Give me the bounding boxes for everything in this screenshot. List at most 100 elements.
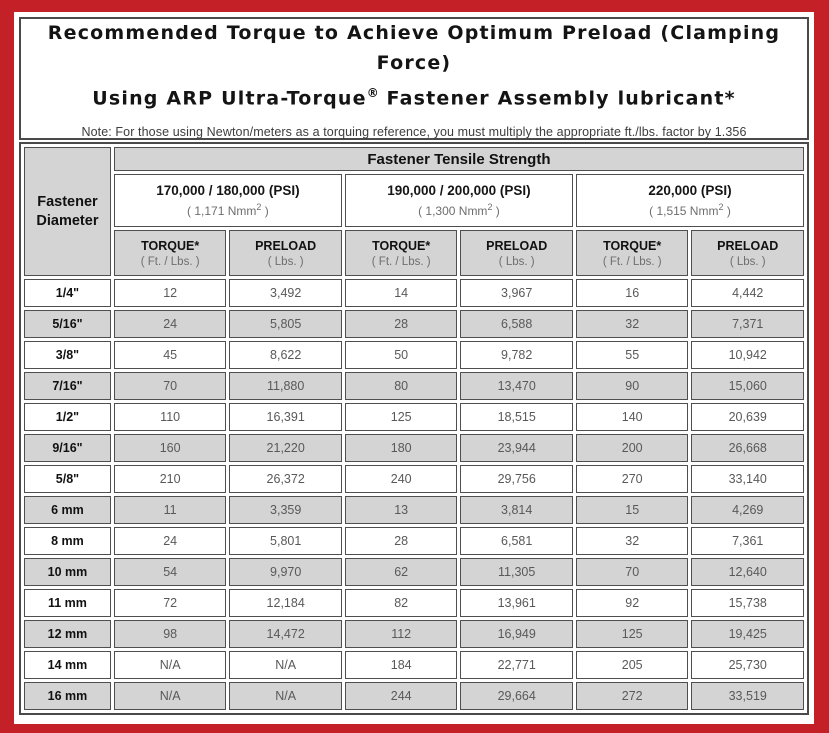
value-cell: 13,961 bbox=[460, 589, 573, 617]
torque-column-header: TORQUE* ( Ft. / Lbs. ) bbox=[113, 230, 227, 276]
value-cell: 4,442 bbox=[691, 279, 804, 307]
nmm-superscript: 2 bbox=[487, 202, 493, 212]
value-cell: N/A bbox=[229, 682, 342, 710]
torque-column-header: TORQUE* ( Ft. / Lbs. ) bbox=[344, 230, 458, 276]
value-cell: 23,944 bbox=[460, 434, 573, 462]
nmm-suffix: ) bbox=[723, 204, 731, 218]
fastener-diameter-cell: 14 mm bbox=[24, 651, 111, 679]
value-cell: 160 bbox=[113, 434, 227, 462]
fastener-diameter-cell: 8 mm bbox=[24, 527, 111, 555]
value-cell: 240 bbox=[344, 465, 458, 493]
value-cell: 244 bbox=[344, 682, 458, 710]
table-header: Fastener Diameter Fastener Tensile Stren… bbox=[24, 147, 804, 276]
nmm-prefix: ( 1,515 Nmm bbox=[649, 204, 719, 218]
fastener-diameter-cell: 16 mm bbox=[24, 682, 111, 710]
value-cell: 11,305 bbox=[460, 558, 573, 586]
value-cell: 7,371 bbox=[691, 310, 804, 338]
preload-units: ( Lbs. ) bbox=[498, 255, 535, 268]
value-cell: 98 bbox=[113, 620, 227, 648]
torque-column-header: TORQUE* ( Ft. / Lbs. ) bbox=[575, 230, 689, 276]
value-cell: 16,391 bbox=[229, 403, 342, 431]
value-cell: 10,942 bbox=[691, 341, 804, 369]
table-row: 10 mm 54 9,970 62 11,305 70 12,640 bbox=[24, 558, 804, 586]
preload-units: ( Lbs. ) bbox=[729, 255, 766, 268]
torque-table: Fastener Diameter Fastener Tensile Stren… bbox=[19, 142, 809, 715]
preload-label: PRELOAD bbox=[255, 238, 317, 253]
nmm-label: ( 1,171 Nmm2 ) bbox=[115, 202, 341, 218]
nmm-prefix: ( 1,171 Nmm bbox=[187, 204, 257, 218]
nmm-suffix: ) bbox=[261, 204, 269, 218]
nmm-prefix: ( 1,300 Nmm bbox=[418, 204, 488, 218]
table-row: 5/16" 24 5,805 28 6,588 32 7,371 bbox=[24, 310, 804, 338]
value-cell: 3,359 bbox=[229, 496, 342, 524]
value-cell: 22,771 bbox=[460, 651, 573, 679]
psi-label: 190,000 / 200,000 (PSI) bbox=[387, 183, 531, 198]
value-cell: 92 bbox=[575, 589, 689, 617]
value-cell: 20,639 bbox=[691, 403, 804, 431]
value-cell: 6,588 bbox=[460, 310, 573, 338]
value-cell: 26,372 bbox=[229, 465, 342, 493]
table-row: 5/8" 210 26,372 240 29,756 270 33,140 bbox=[24, 465, 804, 493]
table-row: 3/8" 45 8,622 50 9,782 55 10,942 bbox=[24, 341, 804, 369]
table-row: 1/4" 12 3,492 14 3,967 16 4,442 bbox=[24, 279, 804, 307]
content-panel: Recommended Torque to Achieve Optimum Pr… bbox=[14, 12, 814, 724]
title-line1: Recommended Torque to Achieve Optimum Pr… bbox=[47, 22, 781, 75]
value-cell: 3,492 bbox=[229, 279, 342, 307]
title-line2-end: Fastener Assembly lubricant* bbox=[378, 87, 736, 110]
torque-label: TORQUE* bbox=[372, 238, 431, 253]
fastener-diameter-cell: 6 mm bbox=[24, 496, 111, 524]
value-cell: 13,470 bbox=[460, 372, 573, 400]
value-cell: 32 bbox=[575, 527, 689, 555]
tensile-strength-row: Fastener Diameter Fastener Tensile Stren… bbox=[24, 147, 804, 276]
value-cell: 11 bbox=[113, 496, 227, 524]
value-cell: 45 bbox=[113, 341, 227, 369]
value-cell: 125 bbox=[575, 620, 689, 648]
table-row: 14 mm N/A N/A 184 22,771 205 25,730 bbox=[24, 651, 804, 679]
value-cell: 62 bbox=[344, 558, 458, 586]
preload-column-header: PRELOAD ( Lbs. ) bbox=[229, 230, 342, 276]
fastener-diameter-cell: 11 mm bbox=[24, 589, 111, 617]
value-cell: 26,668 bbox=[691, 434, 804, 462]
value-cell: 9,782 bbox=[460, 341, 573, 369]
value-cell: 16 bbox=[575, 279, 689, 307]
table-row: 16 mm N/A N/A 244 29,664 272 33,519 bbox=[24, 682, 804, 710]
value-cell: 33,140 bbox=[691, 465, 804, 493]
units-header-row: TORQUE* ( Ft. / Lbs. ) PRELOAD ( Lbs. ) … bbox=[24, 230, 804, 276]
torque-label: TORQUE* bbox=[603, 238, 662, 253]
value-cell: 29,664 bbox=[460, 682, 573, 710]
value-cell: 25,730 bbox=[691, 651, 804, 679]
value-cell: 12,184 bbox=[229, 589, 342, 617]
value-cell: 16,949 bbox=[460, 620, 573, 648]
value-cell: 3,967 bbox=[460, 279, 573, 307]
fastener-diameter-cell: 1/2" bbox=[24, 403, 111, 431]
value-cell: 11,880 bbox=[229, 372, 342, 400]
value-cell: 9,970 bbox=[229, 558, 342, 586]
psi-header-row: 170,000 / 180,000 (PSI) ( 1,171 Nmm2 ) 1… bbox=[24, 174, 804, 227]
value-cell: 80 bbox=[344, 372, 458, 400]
psi-group-220: 220,000 (PSI) ( 1,515 Nmm2 ) bbox=[575, 174, 804, 227]
preload-column-header: PRELOAD ( Lbs. ) bbox=[460, 230, 573, 276]
fastener-diameter-cell: 5/8" bbox=[24, 465, 111, 493]
preload-label: PRELOAD bbox=[717, 238, 779, 253]
value-cell: 110 bbox=[113, 403, 227, 431]
preload-units: ( Lbs. ) bbox=[267, 255, 304, 268]
psi-group-190: 190,000 / 200,000 (PSI) ( 1,300 Nmm2 ) bbox=[344, 174, 573, 227]
fastener-diameter-cell: 5/16" bbox=[24, 310, 111, 338]
value-cell: 272 bbox=[575, 682, 689, 710]
table-row: 7/16" 70 11,880 80 13,470 90 15,060 bbox=[24, 372, 804, 400]
title-line2: Using ARP Ultra-Torque bbox=[92, 87, 367, 110]
psi-group-170: 170,000 / 180,000 (PSI) ( 1,171 Nmm2 ) bbox=[113, 174, 342, 227]
table-body: 1/4" 12 3,492 14 3,967 16 4,442 5/16" 24 5,805 28 6… bbox=[24, 279, 804, 710]
nmm-label: ( 1,515 Nmm2 ) bbox=[577, 202, 803, 218]
value-cell: 3,814 bbox=[460, 496, 573, 524]
table-row: 8 mm 24 5,801 28 6,581 32 7,361 bbox=[24, 527, 804, 555]
page-title: Recommended Torque to Achieve Optimum Pr… bbox=[21, 18, 807, 113]
torque-units: ( Ft. / Lbs. ) bbox=[371, 255, 431, 268]
value-cell: 70 bbox=[113, 372, 227, 400]
value-cell: 13 bbox=[344, 496, 458, 524]
title-box: Recommended Torque to Achieve Optimum Pr… bbox=[19, 17, 809, 140]
value-cell: 5,805 bbox=[229, 310, 342, 338]
value-cell: 50 bbox=[344, 341, 458, 369]
torque-units: ( Ft. / Lbs. ) bbox=[602, 255, 662, 268]
value-cell: 184 bbox=[344, 651, 458, 679]
